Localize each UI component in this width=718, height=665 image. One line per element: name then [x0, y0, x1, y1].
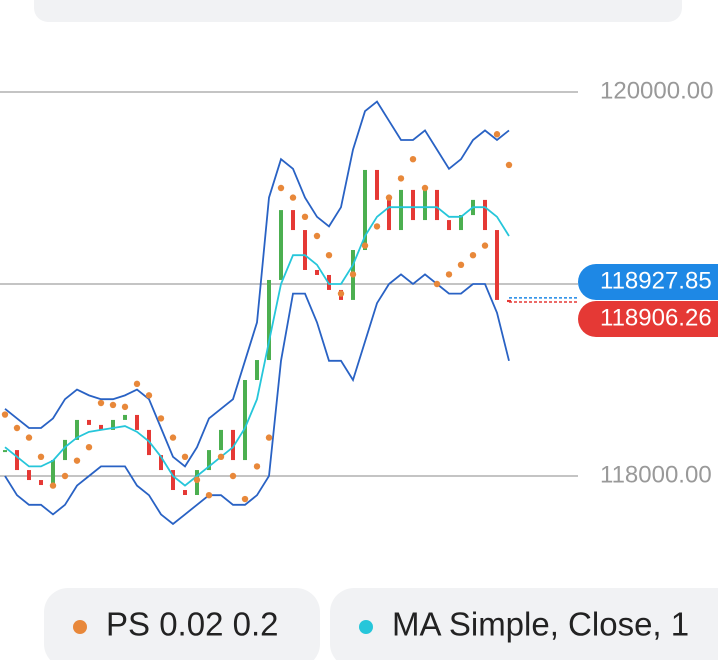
- candle: [231, 429, 235, 461]
- sar-dot: [13, 424, 21, 432]
- sar-dot: [493, 131, 501, 138]
- sar-dot: [313, 232, 321, 240]
- sar-dot: [109, 401, 117, 409]
- sar-dot: [157, 415, 165, 422]
- sar-dot: [325, 252, 333, 259]
- candle: [171, 470, 175, 491]
- sar-dot: [445, 271, 453, 278]
- candle: [315, 269, 319, 275]
- sar-dot: [229, 472, 237, 480]
- sar-dot: [97, 399, 105, 407]
- candle: [483, 199, 487, 231]
- price-tag-label: 118927.85: [600, 267, 712, 294]
- band-line: [4, 100, 510, 468]
- sar-dot: [25, 434, 33, 441]
- candle: [495, 230, 499, 300]
- legend-chip: [44, 588, 320, 665]
- candle: [447, 220, 451, 231]
- candle: [375, 169, 379, 200]
- candle: [363, 169, 367, 251]
- candle: [3, 450, 7, 453]
- candle: [399, 189, 403, 231]
- candle: [267, 279, 271, 361]
- sar-dot: [49, 482, 57, 489]
- candle: [135, 414, 139, 430]
- sar-dot: [85, 444, 93, 451]
- candle: [243, 380, 247, 461]
- y-tick-label: 118000.00: [600, 461, 712, 488]
- legend-dot: [359, 620, 373, 634]
- sar-dot: [421, 184, 429, 192]
- sar-dot: [241, 495, 249, 503]
- sar-dot: [169, 434, 177, 441]
- sar-dot: [301, 213, 309, 220]
- sar-dot: [457, 261, 465, 268]
- legend-label: PS 0.02 0.2: [106, 606, 278, 643]
- sar-dot: [205, 492, 213, 499]
- candle: [207, 450, 211, 471]
- price-tag: [578, 264, 718, 300]
- sar-dot: [133, 380, 141, 388]
- candle: [423, 189, 427, 221]
- candle: [15, 450, 19, 471]
- candle: [507, 299, 511, 303]
- candle: [99, 424, 103, 430]
- candle: [219, 429, 223, 451]
- candle: [387, 199, 391, 231]
- sar-dot: [145, 392, 153, 399]
- sar-dot: [73, 457, 81, 464]
- sar-dot: [349, 271, 357, 278]
- legend-chip: [330, 588, 718, 665]
- candle: [39, 480, 43, 486]
- candle: [87, 419, 91, 425]
- sar-dot: [61, 472, 69, 480]
- sar-dot: [253, 463, 261, 470]
- candle: [111, 419, 115, 430]
- sar-dot: [181, 453, 189, 460]
- legend-dot: [73, 620, 87, 634]
- sar-dot: [1, 411, 9, 418]
- candle: [75, 419, 79, 440]
- candle: [27, 470, 31, 481]
- candle: [303, 230, 307, 270]
- candle: [411, 189, 415, 221]
- sar-dot: [337, 290, 345, 297]
- sar-dot: [505, 161, 513, 169]
- sar-dot: [361, 242, 369, 249]
- sar-dot: [121, 403, 129, 411]
- band-line: [4, 273, 510, 526]
- sar-dot: [373, 223, 381, 230]
- candle: [459, 215, 463, 231]
- sar-dot: [481, 242, 489, 249]
- candle: [255, 360, 259, 380]
- sar-dot: [289, 194, 297, 201]
- candle: [279, 210, 283, 280]
- sar-dot: [37, 453, 45, 460]
- candle: [63, 439, 67, 461]
- candle: [291, 210, 295, 231]
- price-tag: [578, 301, 718, 337]
- candle: [123, 414, 127, 420]
- sar-dot: [217, 453, 225, 460]
- sar-dot: [277, 184, 285, 192]
- price-tag-label: 118906.26: [600, 304, 712, 331]
- candle: [435, 189, 439, 221]
- top-panel: [34, 0, 682, 22]
- legend-label: MA Simple, Close, 1: [392, 606, 689, 643]
- y-tick-label: 120000.00: [600, 77, 713, 104]
- sar-dot: [433, 280, 441, 288]
- sar-dot: [265, 434, 273, 441]
- sar-dot: [409, 156, 417, 163]
- sar-dot: [385, 194, 393, 201]
- sar-dot: [397, 175, 405, 182]
- candle: [183, 490, 187, 496]
- ma-line: [4, 206, 510, 487]
- candle: [51, 460, 55, 486]
- sar-dot: [469, 252, 477, 259]
- candle: [159, 455, 163, 471]
- sar-dot: [193, 476, 201, 484]
